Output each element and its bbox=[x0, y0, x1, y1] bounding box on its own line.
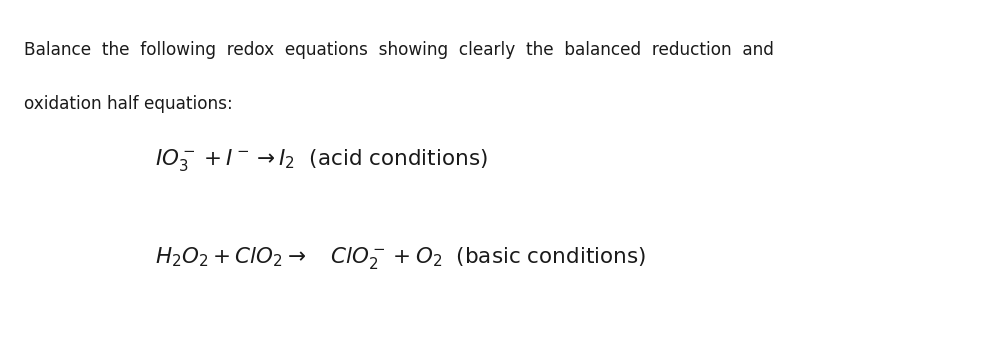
Text: oxidation half equations:: oxidation half equations: bbox=[24, 95, 233, 114]
Text: $H_2O_2  +ClO_2  \rightarrow \quad ClO_2^-  +  O_2$  (basic conditions): $H_2O_2 +ClO_2 \rightarrow \quad ClO_2^-… bbox=[155, 244, 646, 270]
Text: $IO_3^-  +  I^-  \rightarrow  I_2$  (acid conditions): $IO_3^- + I^- \rightarrow I_2$ (acid con… bbox=[155, 147, 488, 173]
Text: Balance  the  following  redox  equations  showing  clearly  the  balanced  redu: Balance the following redox equations sh… bbox=[24, 41, 774, 59]
